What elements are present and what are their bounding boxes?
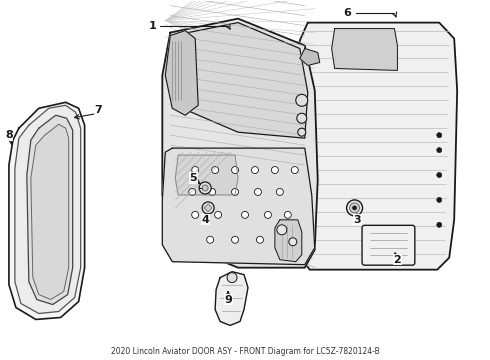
Circle shape	[271, 167, 278, 174]
Circle shape	[212, 167, 219, 174]
Text: 4: 4	[201, 215, 209, 225]
Circle shape	[265, 211, 271, 219]
Circle shape	[232, 189, 239, 195]
Circle shape	[346, 200, 363, 216]
Polygon shape	[332, 28, 397, 71]
Text: 8: 8	[5, 130, 13, 140]
Polygon shape	[162, 19, 318, 268]
Circle shape	[276, 189, 283, 195]
Polygon shape	[15, 105, 81, 314]
Circle shape	[256, 236, 264, 243]
Polygon shape	[300, 49, 319, 66]
Polygon shape	[215, 272, 248, 325]
Circle shape	[215, 211, 221, 219]
Circle shape	[349, 203, 360, 213]
Circle shape	[437, 222, 442, 227]
Circle shape	[232, 167, 239, 174]
Circle shape	[207, 236, 214, 243]
Polygon shape	[168, 23, 308, 138]
Circle shape	[189, 189, 196, 195]
Text: 7: 7	[95, 105, 102, 115]
Circle shape	[192, 167, 198, 174]
Circle shape	[251, 167, 258, 174]
Circle shape	[292, 167, 298, 174]
Circle shape	[298, 128, 306, 136]
Text: 6: 6	[343, 8, 351, 18]
Circle shape	[277, 225, 287, 235]
Polygon shape	[204, 204, 212, 212]
Polygon shape	[9, 102, 85, 319]
Polygon shape	[295, 23, 457, 270]
Text: 2020 Lincoln Aviator DOOR ASY - FRONT Diagram for LC5Z-7820124-B: 2020 Lincoln Aviator DOOR ASY - FRONT Di…	[111, 347, 379, 356]
Circle shape	[437, 197, 442, 202]
Circle shape	[353, 206, 357, 210]
Circle shape	[242, 211, 248, 219]
Circle shape	[199, 182, 211, 194]
Circle shape	[296, 94, 308, 106]
Polygon shape	[275, 220, 302, 262]
Text: 1: 1	[148, 21, 156, 31]
FancyBboxPatch shape	[362, 225, 415, 265]
Circle shape	[284, 211, 292, 219]
Circle shape	[202, 202, 214, 214]
Circle shape	[209, 189, 216, 195]
Circle shape	[289, 238, 297, 246]
Text: 3: 3	[354, 215, 362, 225]
Text: 2: 2	[393, 255, 401, 265]
Circle shape	[232, 236, 239, 243]
Text: 9: 9	[224, 294, 232, 305]
Circle shape	[202, 185, 208, 191]
Text: 5: 5	[190, 173, 197, 183]
Circle shape	[192, 211, 198, 219]
Circle shape	[437, 133, 442, 138]
Circle shape	[254, 189, 262, 195]
Circle shape	[297, 113, 307, 123]
Circle shape	[227, 273, 237, 283]
Circle shape	[437, 148, 442, 153]
Polygon shape	[27, 115, 73, 305]
Circle shape	[276, 236, 283, 243]
Polygon shape	[175, 155, 238, 195]
Circle shape	[437, 172, 442, 177]
Polygon shape	[162, 148, 315, 265]
Polygon shape	[165, 31, 198, 115]
Polygon shape	[31, 124, 69, 300]
